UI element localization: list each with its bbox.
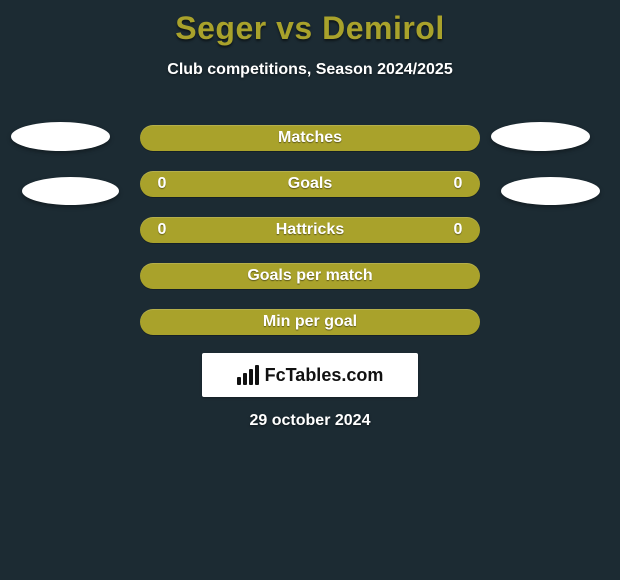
bar-chart-icon-bar <box>249 369 253 385</box>
stat-left-value: 0 <box>152 221 172 239</box>
stats-block: Matches0Goals00Hattricks0Goals per match… <box>0 125 620 355</box>
stat-label: Hattricks <box>140 221 480 239</box>
stat-label: Goals per match <box>140 267 480 285</box>
subtitle: Club competitions, Season 2024/2025 <box>0 61 620 79</box>
bar-chart-icon <box>237 365 259 385</box>
page-title: Seger vs Demirol <box>0 0 620 47</box>
player-placeholder-ellipse <box>22 177 119 205</box>
stat-label: Min per goal <box>140 313 480 331</box>
footer-date: 29 october 2024 <box>0 412 620 430</box>
stat-row-wrapper: 0Hattricks0 <box>0 217 620 263</box>
player-placeholder-ellipse <box>11 122 110 151</box>
stat-label: Goals <box>140 175 480 193</box>
stat-row-wrapper: Min per goal <box>0 309 620 355</box>
bar-chart-icon-bar <box>255 365 259 385</box>
stat-row: 0Goals0 <box>140 171 480 197</box>
stat-row: 0Hattricks0 <box>140 217 480 243</box>
stat-right-value: 0 <box>448 221 468 239</box>
stat-right-value: 0 <box>448 175 468 193</box>
logo-box: FcTables.com <box>202 353 418 397</box>
stat-label: Matches <box>140 129 480 147</box>
stat-row: Matches <box>140 125 480 151</box>
comparison-card: Seger vs Demirol Club competitions, Seas… <box>0 0 620 580</box>
stat-row: Goals per match <box>140 263 480 289</box>
stat-row-wrapper: Goals per match <box>0 263 620 309</box>
bar-chart-icon-bar <box>237 377 241 385</box>
stat-row: Min per goal <box>140 309 480 335</box>
stat-left-value: 0 <box>152 175 172 193</box>
bar-chart-icon-bar <box>243 373 247 385</box>
player-placeholder-ellipse <box>491 122 590 151</box>
player-placeholder-ellipse <box>501 177 600 205</box>
logo-text: FcTables.com <box>265 365 384 386</box>
